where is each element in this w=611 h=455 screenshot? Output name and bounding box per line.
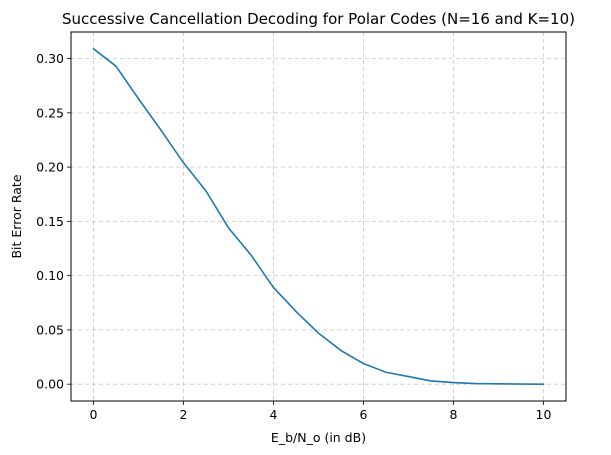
chart-title: Successive Cancellation Decoding for Pol…: [62, 10, 575, 28]
series-layer: [92, 48, 545, 385]
grid: [71, 32, 566, 401]
x-tick-label: 2: [180, 407, 188, 422]
y-tick-label: 0.00: [36, 377, 64, 392]
plot-frame: [70, 31, 567, 402]
y-axis-label: Bit Error Rate: [9, 174, 24, 258]
x-tick-label: 6: [360, 407, 368, 422]
x-tick-label: 10: [536, 407, 552, 422]
y-tick-label: 0.15: [36, 214, 64, 229]
y-tick-label: 0.05: [36, 322, 64, 337]
x-tick-label: 4: [270, 407, 278, 422]
y-tick-label: 0.25: [36, 105, 64, 120]
y-tick-label: 0.10: [36, 268, 64, 283]
x-axis-label: E_b/N_o (in dB): [271, 430, 366, 445]
x-tick-label: 0: [90, 407, 98, 422]
series-line: [92, 48, 545, 385]
y-tick-label: 0.30: [36, 51, 64, 66]
x-tick-label: 8: [450, 407, 458, 422]
ticks: 0 2 4 6 8 10 0.00 0.05 0.10 0.15 0.20 0.25 0.30: [36, 51, 551, 422]
y-tick-label: 0.20: [36, 160, 64, 175]
